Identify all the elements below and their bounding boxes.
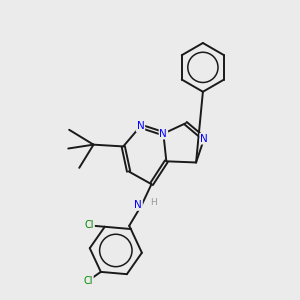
Text: N: N [136, 121, 144, 131]
Text: N: N [134, 200, 142, 210]
Text: H: H [150, 198, 157, 207]
Text: N: N [200, 134, 208, 144]
Text: N: N [160, 129, 167, 139]
Text: Cl: Cl [83, 276, 93, 286]
Text: Cl: Cl [85, 220, 94, 230]
